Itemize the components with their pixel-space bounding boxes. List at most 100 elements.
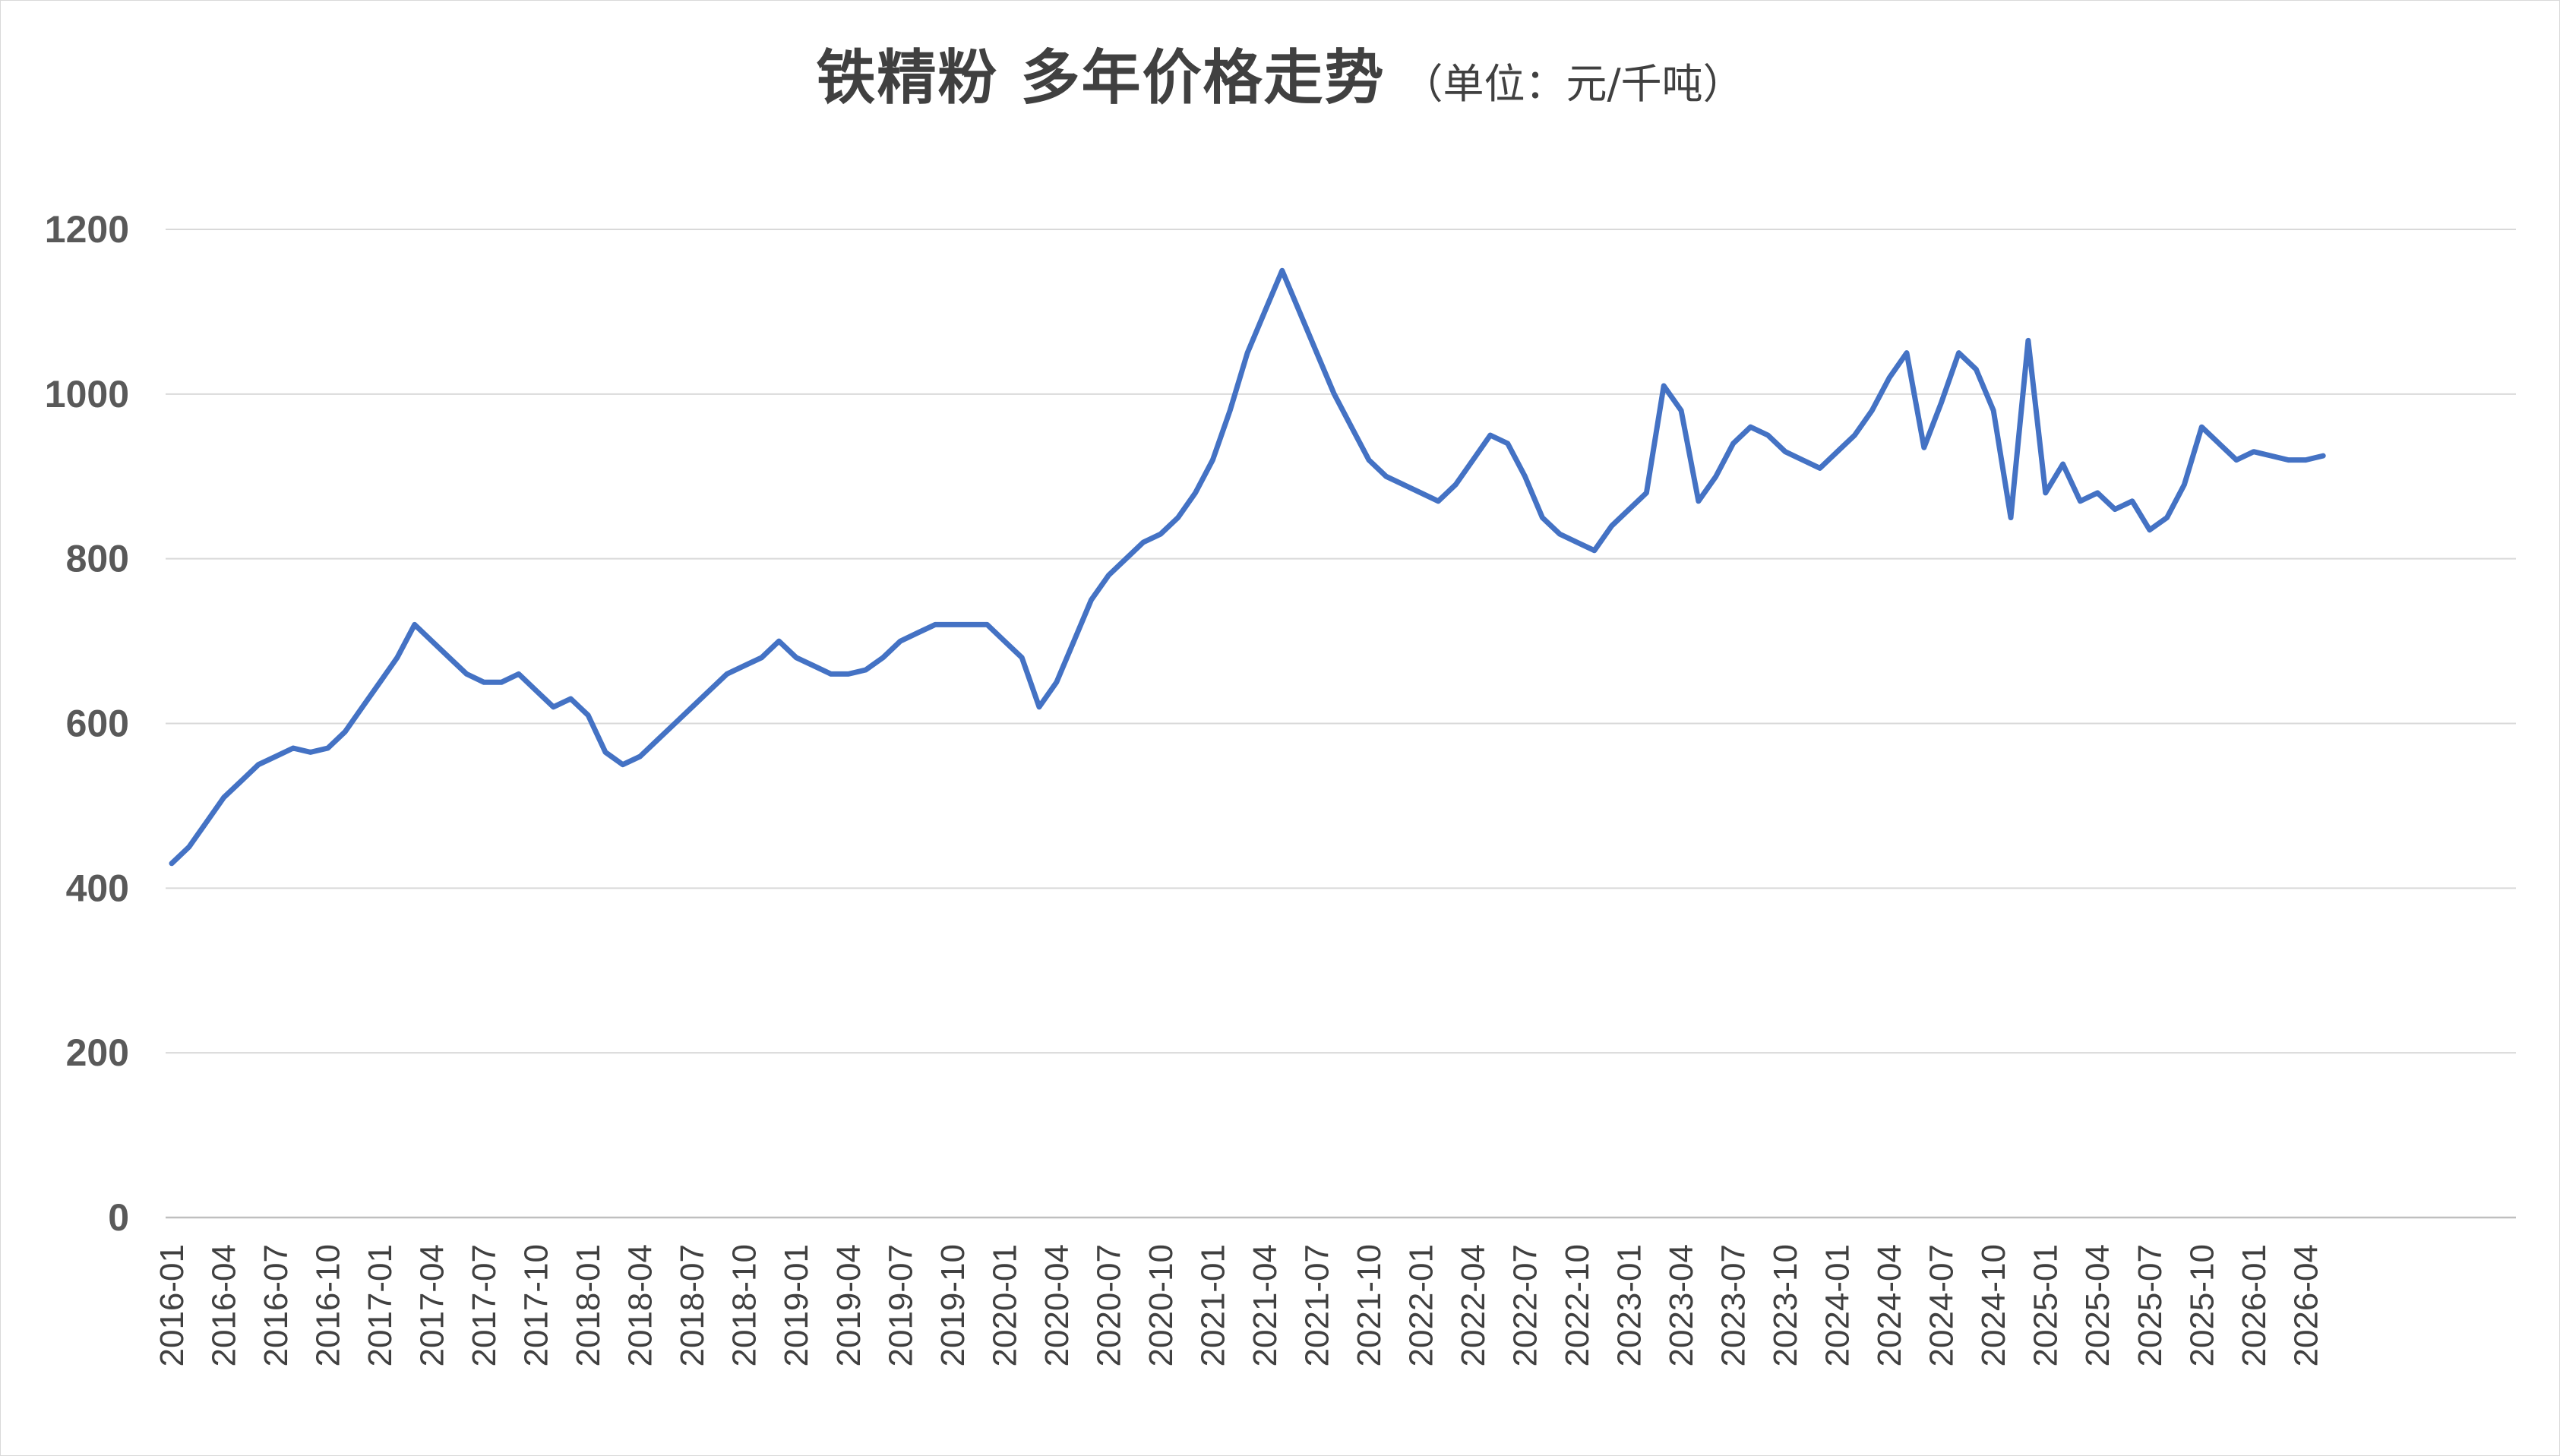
data-point (2305, 459, 2307, 461)
data-point (205, 821, 207, 823)
data-point (1802, 459, 1803, 461)
x-tick-label: 2023-10 (1767, 1244, 1804, 1366)
data-point (2218, 442, 2220, 444)
x-tick-label: 2024-10 (1975, 1244, 2012, 1366)
data-point (1697, 500, 1699, 502)
data-point (1906, 352, 1907, 354)
data-point (1975, 368, 1977, 371)
data-point (795, 656, 798, 659)
x-tick-label: 2026-04 (2287, 1244, 2325, 1366)
series-group (169, 267, 2326, 867)
data-point (379, 681, 381, 684)
data-point (1437, 500, 1440, 502)
data-point (1732, 442, 1734, 444)
data-point (2010, 516, 2012, 519)
data-point (448, 656, 450, 659)
x-tick-label: 2016-04 (206, 1244, 243, 1366)
data-point (344, 731, 346, 733)
x-tick-label: 2016-10 (310, 1244, 347, 1366)
data-point (1767, 434, 1769, 436)
x-tick-label: 2018-10 (726, 1244, 763, 1366)
x-tick-label: 2022-10 (1559, 1244, 1596, 1366)
data-point (362, 706, 364, 708)
data-point (1073, 640, 1075, 643)
data-point (2166, 516, 2168, 519)
data-point (743, 665, 745, 667)
data-point (2148, 529, 2151, 531)
x-tick-label: 2021-04 (1247, 1244, 1284, 1366)
x-tick-label: 2017-10 (518, 1244, 555, 1366)
x-tick-label: 2024-04 (1871, 1244, 1908, 1366)
data-point (2131, 500, 2133, 502)
data-point (2322, 455, 2325, 457)
data-point (2201, 426, 2203, 428)
data-point (1888, 377, 1891, 379)
data-point (1958, 352, 1960, 354)
x-tick-label: 2025-04 (2079, 1244, 2116, 1366)
x-tick-label: 2025-07 (2132, 1244, 2169, 1366)
data-point (1316, 352, 1318, 354)
data-point (1247, 352, 1249, 354)
data-point (882, 656, 884, 659)
data-point (1125, 557, 1127, 560)
data-point (605, 751, 606, 753)
data-point (517, 673, 520, 675)
data-point (674, 722, 676, 725)
data-point (1836, 450, 1838, 453)
data-point (1923, 447, 1925, 449)
data-point (1854, 434, 1856, 436)
data-point (2252, 450, 2255, 453)
data-point (1715, 475, 1717, 478)
y-tick-label: 600 (66, 703, 129, 745)
data-point (1298, 311, 1301, 313)
data-point (1489, 434, 1491, 436)
data-point (1628, 508, 1630, 510)
data-point (1021, 656, 1023, 659)
data-point (501, 681, 502, 684)
data-point (1524, 475, 1526, 478)
data-point (1645, 491, 1648, 494)
x-tick-label: 2018-04 (622, 1244, 659, 1366)
x-tick-label: 2020-01 (986, 1244, 1023, 1366)
data-point (1194, 491, 1196, 494)
data-point (1402, 484, 1405, 486)
data-point (466, 673, 468, 675)
data-point (535, 690, 537, 692)
data-point (2270, 455, 2272, 457)
data-point (2236, 459, 2237, 461)
data-point (760, 656, 763, 659)
y-tick-label: 800 (66, 538, 129, 580)
y-axis-ticks: 0 200 400 600 800 1000 1200 (45, 208, 129, 1239)
data-point (1281, 270, 1283, 272)
data-point (1576, 542, 1578, 543)
data-point (1455, 484, 1457, 486)
x-tick-label: 2018-07 (674, 1244, 711, 1366)
data-point (813, 665, 815, 667)
data-point (188, 846, 190, 848)
x-tick-label: 2023-04 (1663, 1244, 1700, 1366)
data-point (1610, 525, 1613, 527)
data-point (2183, 484, 2185, 486)
data-point (621, 763, 624, 766)
chart-title-block: 铁精粉 多年价格走势 （单位：元/千吨） (0, 30, 2560, 115)
chart-subtitle: （单位：元/千吨） (1402, 60, 1744, 108)
data-point (899, 640, 902, 643)
x-tick-label: 2017-07 (466, 1244, 503, 1366)
y-tick-label: 400 (66, 867, 129, 909)
data-point (309, 751, 311, 753)
x-tick-label: 2021-07 (1298, 1244, 1335, 1366)
x-tick-label: 2022-07 (1507, 1244, 1544, 1366)
data-point (483, 681, 485, 684)
x-tick-label: 2016-07 (258, 1244, 295, 1366)
x-tick-label: 2020-07 (1090, 1244, 1127, 1366)
data-point (1108, 574, 1110, 576)
x-tick-label: 2019-01 (778, 1244, 815, 1366)
x-tick-label: 2020-10 (1143, 1244, 1180, 1366)
data-point (1472, 459, 1474, 461)
x-tick-label: 2016-01 (153, 1244, 191, 1366)
data-point (1506, 442, 1509, 444)
data-point (1038, 706, 1040, 708)
data-point (1229, 409, 1231, 412)
data-point (1663, 385, 1665, 387)
